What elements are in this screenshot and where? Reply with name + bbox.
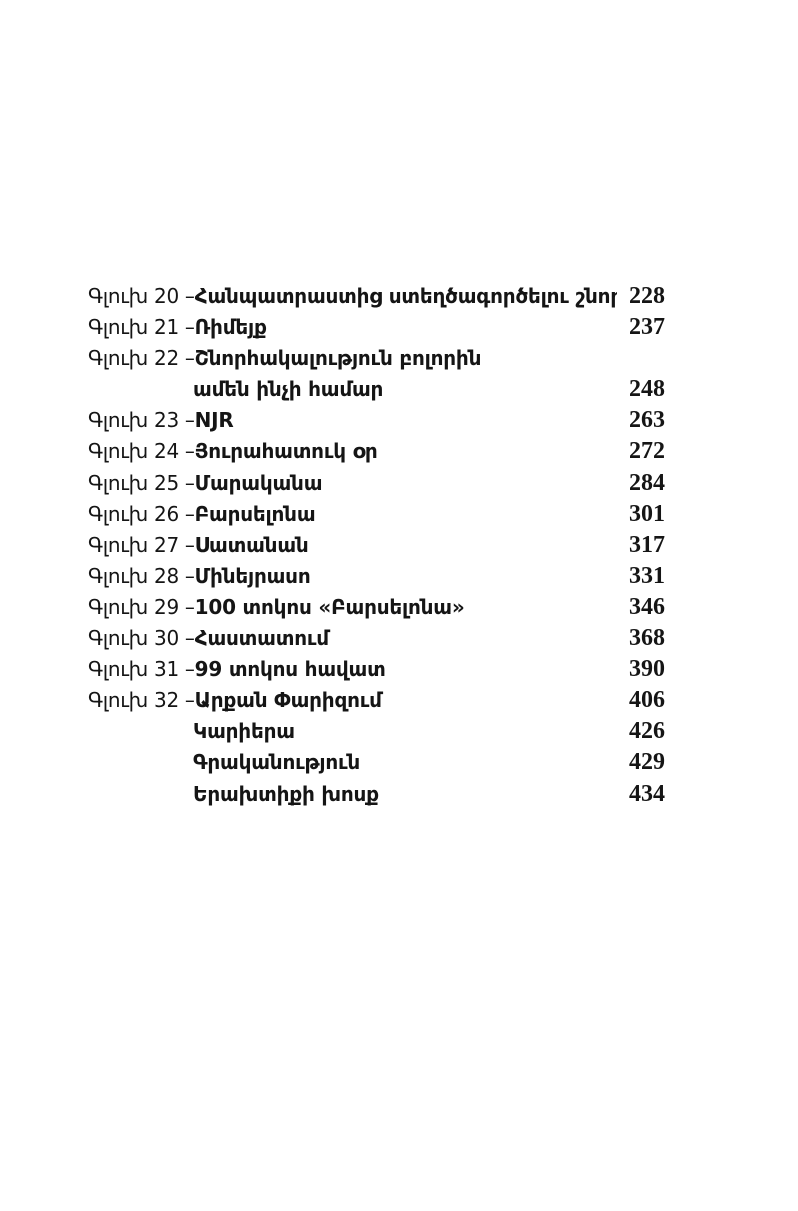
toc-entry: Գլուխ 21 – Ռիմեյք 237: [88, 312, 665, 343]
chapter-title: Արքան Փարիզում: [194, 688, 382, 713]
chapter-title: Յուրահատուկ օր: [194, 439, 378, 464]
page-number: 263: [629, 407, 665, 434]
chapter-title: Ռիմեյք: [194, 315, 267, 340]
toc-entry-backmatter: Կարիերա 426: [88, 716, 665, 747]
table-of-contents: Գլուխ 20 – Հանպատրաստից ստեղծագործելու շ…: [88, 281, 665, 810]
toc-entry: Գլուխ 20 – Հանպատրաստից ստեղծագործելու շ…: [88, 281, 665, 312]
chapter-prefix: Գլուխ 23 –: [88, 408, 195, 433]
chapter-prefix: Գլուխ 26 –: [88, 501, 195, 526]
page-number: 228: [629, 283, 665, 309]
page-number: 317: [629, 531, 665, 558]
toc-entry: Գլուխ 28 – Մինեյրասո 331: [88, 561, 665, 592]
chapter-title: Երախտիքի խոսք: [193, 781, 379, 806]
page-number: 237: [629, 314, 665, 341]
toc-entry-continuation: ամեն ինչի համար 248: [88, 374, 665, 405]
page-number: 331: [629, 562, 665, 589]
page-number: 346: [629, 593, 665, 620]
chapter-prefix: Գլուխ 29 –: [88, 594, 195, 619]
chapter-title: Մարականա: [194, 470, 323, 495]
toc-entry: Գլուխ 26 – Բարսելոնա 301: [88, 499, 665, 530]
toc-entry-backmatter: Գրականություն 429: [88, 747, 665, 778]
chapter-prefix: Գլուխ 25 –: [88, 470, 195, 495]
toc-entry: Գլուխ 24 – Յուրահատուկ օր 272: [88, 436, 665, 467]
toc-entry: Գլուխ 22 – Շնորհակալություն բոլորին: [88, 343, 665, 374]
toc-entry-backmatter: Երախտիքի խոսք 434: [88, 779, 665, 810]
toc-entry: Գլուխ 25 – Մարականա 284: [88, 468, 665, 499]
chapter-title: 100 տոկոս «Բարսելոնա»: [194, 594, 465, 619]
page-number: 390: [629, 656, 665, 683]
chapter-prefix: Գլուխ 21 –: [88, 315, 195, 340]
toc-entry: Գլուխ 30 – Հաստատում 368: [88, 623, 665, 654]
toc-entry: Գլուխ 32 – Արքան Փարիզում 406: [88, 685, 665, 716]
page-number: 434: [629, 780, 665, 807]
page-number: 301: [629, 500, 665, 527]
page-number: 272: [629, 438, 665, 465]
page-number: 284: [629, 469, 665, 496]
toc-entry: Գլուխ 29 – 100 տոկոս «Բարսելոնա» 346: [88, 592, 665, 623]
toc-entry: Գլուխ 27 – Սատանան 317: [88, 530, 665, 561]
chapter-prefix: Գլուխ 30 –: [88, 626, 195, 651]
chapter-title: 99 տոկոս հավատ: [194, 657, 386, 682]
chapter-title: Հանպատրաստից ստեղծագործելու շնորհը: [194, 284, 617, 308]
chapter-prefix: Գլուխ 24 –: [88, 439, 195, 464]
page-number: 248: [629, 376, 665, 403]
chapter-prefix: Գլուխ 32 –: [88, 688, 195, 713]
chapter-title: Մինեյրասո: [194, 563, 311, 588]
page-number: 406: [629, 687, 665, 714]
toc-entry: Գլուխ 23 – NJR 263: [88, 405, 665, 436]
chapter-title: Գրականություն: [193, 750, 361, 775]
page-number: 426: [629, 718, 665, 745]
page-number: 429: [629, 749, 665, 776]
chapter-prefix: Գլուխ 20 –: [88, 284, 195, 308]
chapter-prefix: Գլուխ 31 –: [88, 657, 195, 682]
toc-entry: Գլուխ 31 – 99 տոկոս հավատ 390: [88, 654, 665, 685]
chapter-title: Կարիերա: [193, 719, 295, 744]
chapter-title: ամեն ինչի համար: [193, 377, 384, 402]
chapter-prefix: Գլուխ 28 –: [88, 563, 195, 588]
chapter-title: Սատանան: [194, 532, 309, 557]
chapter-title: NJR: [194, 408, 234, 433]
chapter-prefix: Գլուխ 27 –: [88, 532, 195, 557]
chapter-title: Շնորհակալություն բոլորին: [194, 346, 482, 371]
chapter-title: Բարսելոնա: [194, 501, 316, 526]
chapter-title: Հաստատում: [194, 626, 329, 651]
chapter-prefix: Գլուխ 22 –: [88, 346, 195, 371]
page-number: 368: [629, 625, 665, 652]
